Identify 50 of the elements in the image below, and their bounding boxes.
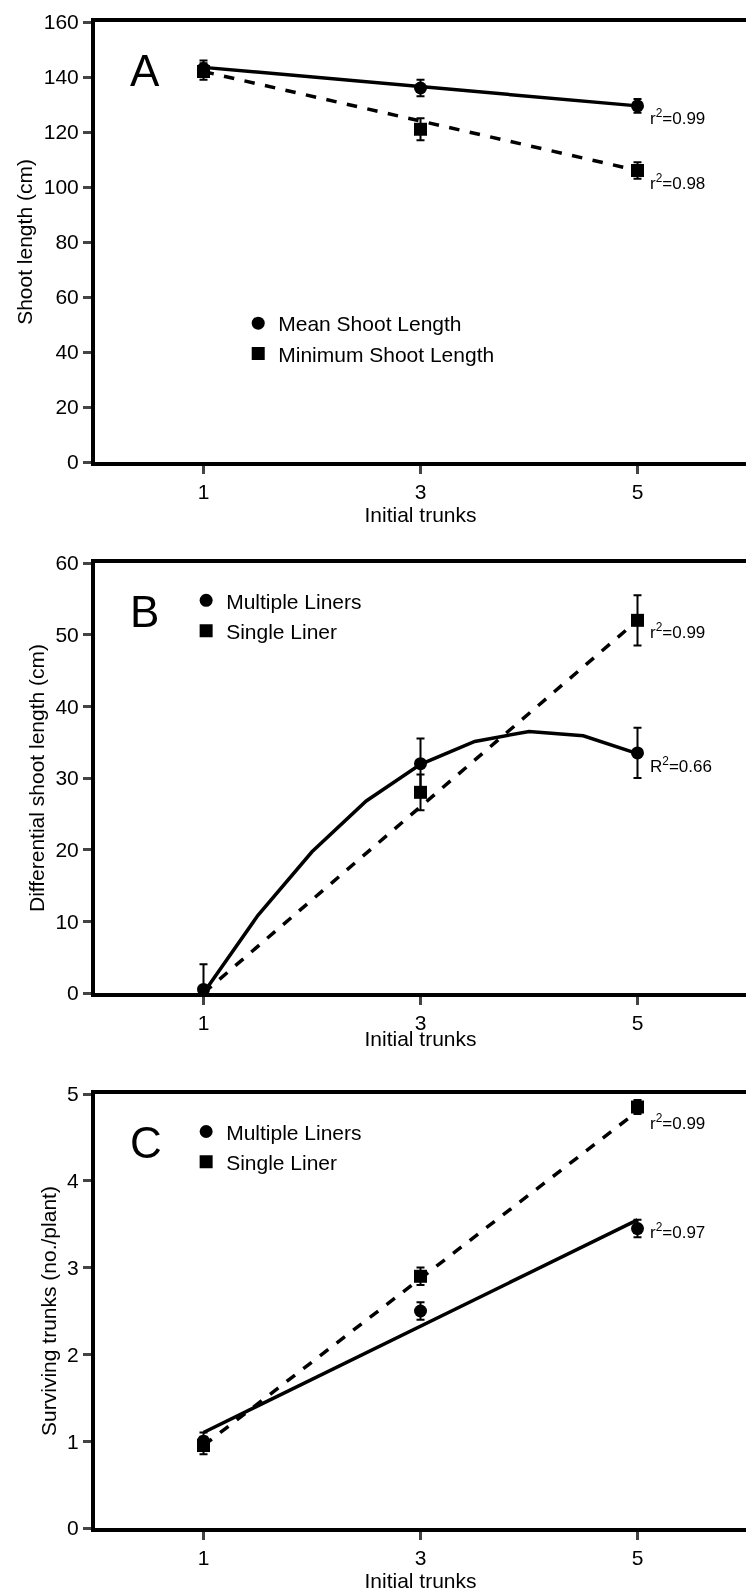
y-tick-label: 4 xyxy=(67,1169,80,1193)
y-tick-label: 40 xyxy=(55,340,79,364)
x-tick-label: 1 xyxy=(197,1546,210,1570)
legend-label: Multiple Liners xyxy=(226,589,362,613)
x-tick-label: 3 xyxy=(414,480,427,504)
y-tick-label: 120 xyxy=(43,120,79,144)
y-tick-label: 40 xyxy=(55,694,79,718)
annotation: r$^{2}$=0.97 xyxy=(650,1220,706,1243)
annotation: C xyxy=(130,1118,162,1167)
y-tick-label: 50 xyxy=(55,623,79,647)
y-tick-label: 20 xyxy=(55,395,79,419)
legend-label: Mean Shoot Length xyxy=(278,312,462,336)
x-tick-label: 3 xyxy=(414,1546,427,1570)
y-axis-title: Surviving trunks (no./plant) xyxy=(36,1186,60,1436)
x-tick-label: 1 xyxy=(197,480,210,504)
x-axis-title: Initial trunks xyxy=(364,1569,477,1593)
legend-label: Single Liner xyxy=(226,619,338,643)
y-tick-label: 30 xyxy=(55,766,79,790)
y-tick-label: 60 xyxy=(55,551,79,575)
legend-label: Minimum Shoot Length xyxy=(278,342,495,366)
y-tick-label: 0 xyxy=(67,1516,79,1540)
annotation: r$^{2}$=0.98 xyxy=(650,171,706,194)
x-axis-title: Initial trunks xyxy=(364,503,477,527)
y-tick-label: 140 xyxy=(43,65,79,89)
y-tick-label: 10 xyxy=(55,909,79,933)
y-tick-label: 160 xyxy=(43,10,79,34)
annotation: r$^{2}$=0.99 xyxy=(650,620,706,643)
y-axis-title: Differential shoot length (cm) xyxy=(25,643,49,913)
annotation: r$^{2}$=0.99 xyxy=(650,106,706,129)
y-tick-label: 60 xyxy=(55,285,79,309)
y-tick-label: 2 xyxy=(67,1342,79,1366)
y-tick-label: 80 xyxy=(55,230,79,254)
y-tick-label: 1 xyxy=(67,1429,79,1453)
y-tick-label: 0 xyxy=(67,450,79,474)
y-tick-label: 0 xyxy=(67,981,79,1005)
y-tick-label: 3 xyxy=(67,1255,79,1279)
y-tick-label: 100 xyxy=(43,175,79,199)
annotation: R$^{2}$=0.66 xyxy=(650,754,712,777)
y-tick-label: 20 xyxy=(55,838,79,862)
annotation: r$^{2}$=0.99 xyxy=(650,1111,706,1134)
annotation: A xyxy=(130,46,160,95)
x-tick-label: 1 xyxy=(197,1011,210,1035)
y-tick-label: 5 xyxy=(67,1082,79,1106)
x-tick-label: 5 xyxy=(631,1011,644,1035)
annotation: B xyxy=(130,587,160,636)
x-tick-label: 5 xyxy=(631,480,644,504)
x-tick-label: 5 xyxy=(631,1546,644,1570)
y-axis-title: Shoot length (cm) xyxy=(13,159,37,325)
legend-label: Single Liner xyxy=(226,1151,338,1174)
legend-label: Multiple Liners xyxy=(226,1120,362,1144)
